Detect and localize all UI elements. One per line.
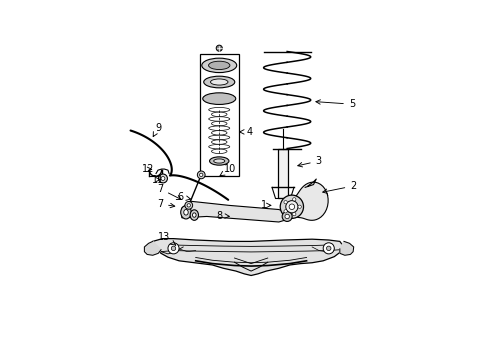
Polygon shape — [182, 201, 290, 222]
Circle shape — [199, 173, 203, 176]
Ellipse shape — [212, 149, 227, 153]
Circle shape — [161, 176, 165, 180]
Circle shape — [159, 174, 168, 183]
Ellipse shape — [209, 144, 230, 149]
Ellipse shape — [211, 79, 228, 85]
Circle shape — [284, 210, 287, 213]
Ellipse shape — [204, 76, 235, 88]
Circle shape — [289, 204, 294, 210]
Ellipse shape — [190, 210, 198, 220]
Ellipse shape — [210, 157, 229, 165]
Ellipse shape — [184, 210, 188, 215]
Circle shape — [298, 205, 301, 208]
Text: 7: 7 — [157, 184, 181, 199]
Circle shape — [280, 195, 303, 219]
Circle shape — [187, 204, 191, 207]
Ellipse shape — [209, 126, 230, 130]
Polygon shape — [340, 242, 354, 255]
Circle shape — [326, 246, 331, 251]
Ellipse shape — [209, 108, 230, 112]
Text: 13: 13 — [158, 232, 176, 245]
Ellipse shape — [193, 213, 196, 217]
Ellipse shape — [209, 135, 230, 140]
Text: 7: 7 — [157, 199, 175, 209]
Circle shape — [286, 201, 298, 213]
Circle shape — [293, 198, 296, 201]
Ellipse shape — [203, 93, 236, 104]
Circle shape — [323, 243, 334, 254]
Circle shape — [293, 212, 296, 216]
Ellipse shape — [214, 159, 225, 163]
Bar — [200, 54, 239, 176]
Ellipse shape — [209, 117, 230, 121]
Text: 4: 4 — [240, 127, 252, 137]
Text: 2: 2 — [323, 181, 356, 193]
Ellipse shape — [212, 131, 227, 135]
Text: 5: 5 — [316, 99, 355, 109]
Text: 11: 11 — [151, 175, 164, 185]
Circle shape — [185, 202, 193, 209]
Polygon shape — [290, 182, 328, 220]
Ellipse shape — [209, 61, 230, 69]
Ellipse shape — [202, 58, 237, 73]
Polygon shape — [151, 239, 344, 275]
Text: 10: 10 — [220, 164, 236, 176]
Circle shape — [216, 45, 222, 51]
Text: 12: 12 — [142, 164, 154, 174]
Circle shape — [282, 211, 292, 221]
Text: 1: 1 — [261, 201, 271, 210]
Circle shape — [168, 243, 179, 254]
Polygon shape — [145, 242, 161, 255]
Ellipse shape — [212, 112, 227, 117]
Circle shape — [197, 171, 205, 179]
Text: 9: 9 — [153, 123, 161, 136]
Ellipse shape — [212, 121, 227, 126]
Text: 3: 3 — [298, 156, 322, 167]
Bar — [278, 149, 288, 198]
Text: 8: 8 — [217, 211, 229, 221]
Text: 6: 6 — [178, 192, 191, 202]
Circle shape — [285, 214, 290, 219]
Ellipse shape — [181, 206, 191, 219]
Ellipse shape — [212, 140, 227, 144]
Circle shape — [172, 246, 176, 251]
Circle shape — [284, 201, 287, 204]
